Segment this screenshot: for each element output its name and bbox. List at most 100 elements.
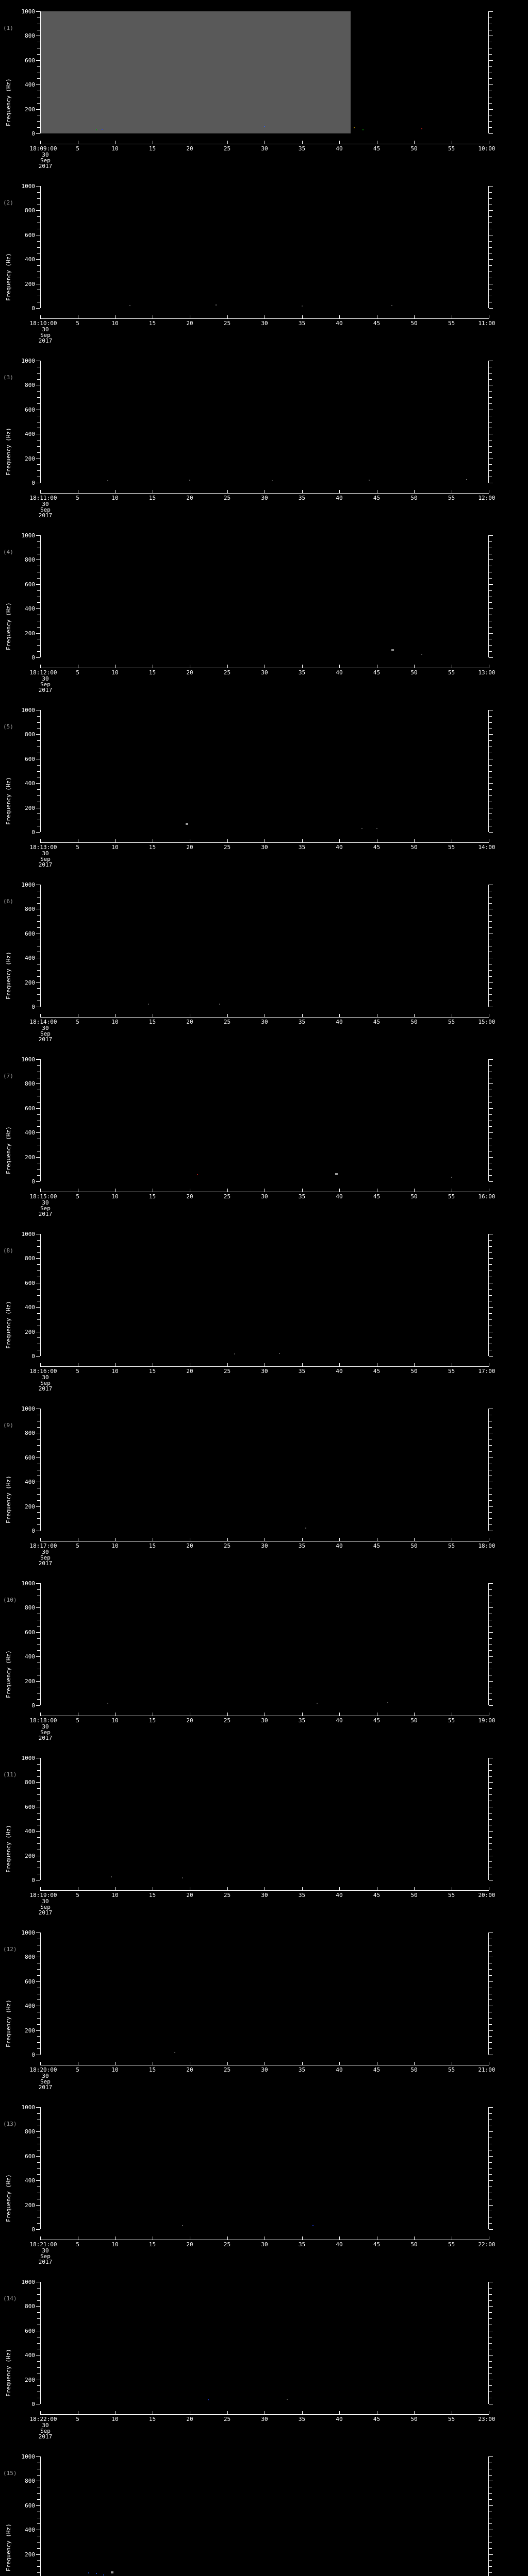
x-axis-end-time-label: 14:00 bbox=[478, 844, 496, 851]
y-axis-tick bbox=[36, 1981, 40, 1982]
y-axis-tick bbox=[489, 1999, 492, 2001]
y-axis-tick-label: 200 bbox=[25, 106, 35, 113]
x-axis-tick bbox=[40, 1887, 41, 1890]
y-axis-tick-label: 200 bbox=[25, 1328, 35, 1335]
x-axis-tick-label: 30 bbox=[261, 2241, 268, 2248]
y-axis-tick bbox=[489, 1770, 492, 1771]
y-axis-tick bbox=[489, 1524, 492, 1526]
x-axis-end-time-label: 20:00 bbox=[478, 1892, 496, 1899]
y-axis-tick-label: 600 bbox=[25, 755, 35, 762]
plot-area bbox=[36, 361, 493, 483]
x-axis-date-label: 30 bbox=[42, 1374, 49, 1381]
y-axis-tick bbox=[489, 771, 492, 772]
y-axis-tick bbox=[37, 795, 40, 796]
y-axis-tick bbox=[37, 1975, 40, 1976]
x-axis-tick bbox=[302, 839, 303, 842]
y-axis-tick bbox=[489, 1969, 492, 1970]
x-axis-tick-label: 30 bbox=[261, 1019, 268, 1025]
x-axis-tick-label: 45 bbox=[373, 1019, 381, 1025]
x-axis-tick bbox=[339, 1189, 340, 1192]
x-axis-tick bbox=[115, 1363, 116, 1366]
x-axis-tick bbox=[414, 490, 415, 493]
panel-number-label: (10) bbox=[3, 1597, 17, 1603]
y-axis-tick bbox=[36, 2107, 40, 2108]
x-axis-tick-label: 10 bbox=[111, 495, 119, 501]
plot-area bbox=[36, 186, 493, 309]
axis-spine-right bbox=[488, 1059, 489, 1181]
y-axis-tick-label: 400 bbox=[25, 431, 35, 438]
y-axis-tick bbox=[489, 2367, 492, 2368]
y-axis-tick bbox=[37, 403, 40, 404]
y-axis-tick bbox=[36, 1705, 40, 1706]
y-axis-tick bbox=[489, 651, 492, 652]
x-axis-line bbox=[40, 2414, 489, 2415]
detection-marker bbox=[129, 304, 130, 306]
y-axis-tick bbox=[36, 1607, 40, 1608]
x-axis-tick bbox=[414, 1014, 415, 1017]
y-axis-tick bbox=[36, 1132, 40, 1133]
y-axis-tick bbox=[37, 1650, 40, 1651]
y-axis-tick bbox=[36, 133, 40, 134]
y-axis-tick bbox=[489, 78, 492, 79]
y-axis-tick bbox=[489, 1494, 492, 1495]
x-axis-tick bbox=[115, 315, 116, 318]
x-axis-tick-label: 50 bbox=[410, 1368, 418, 1375]
x-axis-tick-label: 25 bbox=[223, 1019, 231, 1025]
x-axis-tick bbox=[339, 490, 340, 493]
x-axis-tick-label: 20 bbox=[186, 844, 193, 851]
y-axis-tick bbox=[37, 54, 40, 55]
y-axis-tick bbox=[489, 2499, 492, 2500]
x-axis-line bbox=[40, 842, 489, 843]
y-axis-tick bbox=[37, 1999, 40, 2001]
y-axis-tick-label: 1000 bbox=[21, 1580, 36, 1587]
y-axis-tick bbox=[489, 535, 493, 536]
x-axis-date-label: 2017 bbox=[38, 1735, 53, 1741]
detection-marker bbox=[421, 654, 422, 655]
x-axis-tick-label: 10 bbox=[111, 1892, 119, 1899]
x-axis-date-label: 30 bbox=[42, 326, 49, 333]
y-axis-tick bbox=[489, 608, 493, 609]
detection-marker bbox=[286, 2398, 288, 2400]
axis-spine-left bbox=[40, 1409, 41, 1531]
y-axis-tick bbox=[489, 192, 492, 193]
detection-marker bbox=[451, 1176, 452, 1178]
panel-number-label: (4) bbox=[3, 549, 13, 555]
plot-area bbox=[36, 1409, 493, 1531]
x-axis-start-time-label: 18:19:00 bbox=[29, 1892, 57, 1899]
y-axis-tick bbox=[37, 645, 40, 646]
x-axis-tick bbox=[115, 839, 116, 842]
y-axis-tick bbox=[489, 1512, 492, 1513]
y-axis-tick-label: 800 bbox=[25, 1430, 35, 1437]
y-axis-tick-label: 1000 bbox=[21, 532, 36, 539]
x-axis-tick bbox=[339, 1538, 340, 1541]
y-axis-tick bbox=[489, 1975, 492, 1976]
x-axis-tick bbox=[302, 1538, 303, 1541]
x-axis-tick-label: 15 bbox=[148, 1019, 156, 1025]
y-axis-tick bbox=[489, 921, 492, 922]
x-axis-tick-label: 5 bbox=[76, 2241, 79, 2248]
y-axis-tick bbox=[489, 2229, 493, 2230]
axis-spine-right bbox=[488, 2282, 489, 2404]
axis-spine-right bbox=[488, 1933, 489, 2055]
y-axis-tick-label: 600 bbox=[25, 1978, 35, 1985]
x-axis-tick bbox=[302, 1014, 303, 1017]
y-axis-tick-label: 1000 bbox=[21, 1231, 36, 1238]
y-axis-tick bbox=[489, 2156, 493, 2157]
x-axis-date-label: 30 bbox=[42, 1898, 49, 1905]
y-axis-tick bbox=[489, 1819, 492, 1820]
y-axis-tick-label: 400 bbox=[25, 2352, 35, 2359]
y-axis-tick bbox=[36, 535, 40, 536]
detection-marker bbox=[369, 479, 370, 481]
x-axis-line bbox=[40, 1890, 489, 1891]
y-axis-tick bbox=[489, 372, 492, 374]
panel-number-label: (1) bbox=[3, 25, 13, 31]
y-axis-tick bbox=[489, 121, 492, 122]
y-axis-tick bbox=[36, 1583, 40, 1584]
y-axis-tick bbox=[489, 2048, 492, 2049]
x-axis-date-label: Sep bbox=[40, 506, 51, 513]
spectrogram-image bbox=[40, 2456, 489, 2576]
x-axis-tick-label: 20 bbox=[186, 2066, 193, 2073]
y-axis-tick bbox=[489, 1981, 493, 1982]
y-axis-tick bbox=[37, 1101, 40, 1103]
y-axis-tick-label: 800 bbox=[25, 1255, 35, 1262]
